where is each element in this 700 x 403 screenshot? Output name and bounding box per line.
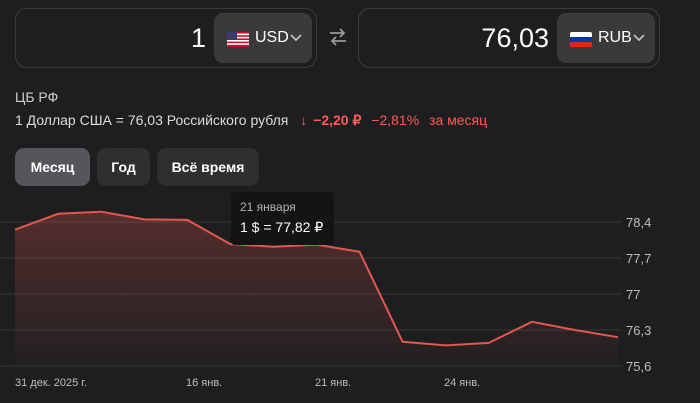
rate-change-abs: −2,20 ₽ xyxy=(313,112,362,128)
data-point[interactable] xyxy=(486,340,492,346)
rate-summary: 1 Доллар США = 76,03 Российского рубля ↓… xyxy=(15,112,487,129)
data-point[interactable] xyxy=(357,249,363,255)
arrow-down-icon: ↓ xyxy=(300,112,308,128)
from-amount-input[interactable]: 1 xyxy=(190,23,206,53)
chevron-down-icon xyxy=(290,34,302,42)
x-tick-label: 21 янв. xyxy=(315,377,351,389)
to-amount-box[interactable]: 76,03 RUB xyxy=(358,8,660,68)
rate-chart[interactable]: 78,4 77,7 77 76,3 75,6 31 дек. 2025 г. 16 янв… xyxy=(0,190,700,403)
data-point[interactable] xyxy=(12,227,18,233)
to-currency-code: RUB xyxy=(598,29,632,46)
x-tick-label: 31 дек. 2025 г. xyxy=(15,377,87,389)
x-tick-label: 24 янв. xyxy=(444,377,480,389)
tooltip-value: 1 $ = 77,82 ₽ xyxy=(240,219,324,235)
data-point[interactable] xyxy=(141,216,147,222)
data-point[interactable] xyxy=(443,342,449,348)
rate-change-period: за месяц xyxy=(429,112,488,128)
y-tick-label: 75,6 xyxy=(626,359,651,374)
data-point[interactable] xyxy=(400,339,406,345)
y-tick-label: 77,7 xyxy=(626,251,651,266)
data-point[interactable] xyxy=(98,209,104,215)
to-amount-input[interactable]: 76,03 xyxy=(481,23,549,53)
tab-year[interactable]: Год xyxy=(97,148,150,186)
y-tick-label: 78,4 xyxy=(626,215,651,230)
rate-text: 1 Доллар США = 76,03 Российского рубля xyxy=(15,112,289,128)
data-point[interactable] xyxy=(55,211,61,217)
tab-month[interactable]: Месяц xyxy=(15,148,90,186)
data-point[interactable] xyxy=(184,217,190,223)
chart-tooltip: 21 января 1 $ = 77,82 ₽ xyxy=(231,192,334,245)
chevron-down-icon xyxy=(633,34,645,42)
data-point[interactable] xyxy=(572,327,578,333)
from-currency-select[interactable]: USD xyxy=(214,13,312,63)
tab-all-time[interactable]: Всё время xyxy=(157,148,259,186)
chart-area xyxy=(15,211,618,366)
to-currency-select[interactable]: RUB xyxy=(557,13,655,63)
ru-flag-icon xyxy=(570,32,592,47)
y-tick-label: 77 xyxy=(626,287,640,302)
rate-change-pct: −2,81% xyxy=(371,112,420,128)
from-amount-box[interactable]: 1 USD xyxy=(15,8,317,68)
from-currency-code: USD xyxy=(255,29,289,46)
x-tick-label: 16 янв. xyxy=(186,377,222,389)
data-point[interactable] xyxy=(529,319,535,325)
tooltip-date: 21 января xyxy=(240,200,296,214)
swap-icon[interactable] xyxy=(328,28,348,46)
us-flag-icon xyxy=(227,32,249,47)
data-point[interactable] xyxy=(615,334,621,340)
y-tick-label: 76,3 xyxy=(626,323,651,338)
rate-source: ЦБ РФ xyxy=(15,89,59,105)
